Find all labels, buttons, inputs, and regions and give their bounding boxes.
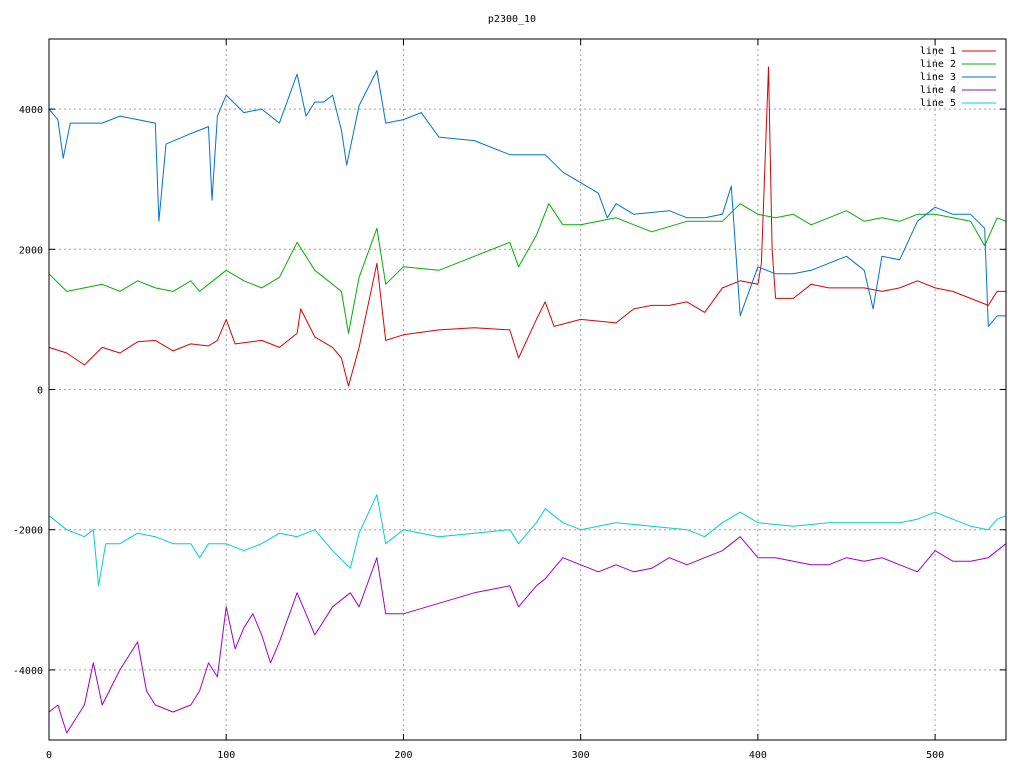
series-line-2: [48, 203, 1007, 334]
legend-label: line 4: [920, 85, 956, 96]
series-line-4: [48, 536, 1007, 734]
y-tick-label: -2000: [13, 526, 43, 537]
y-tick-label: 2000: [19, 245, 43, 256]
legend-label: line 5: [920, 98, 956, 109]
legend-label: line 2: [920, 59, 956, 70]
x-tick-label: 0: [46, 750, 52, 761]
series-line-3: [48, 70, 1006, 327]
y-tick-label: 4000: [19, 105, 43, 116]
chart-title: p2300_10: [488, 14, 536, 25]
legend-label: line 3: [920, 72, 956, 83]
x-tick-label: 100: [217, 750, 235, 761]
series-line-1: [48, 66, 1006, 387]
legend: line 1 line 2 line 3 line 4 line 5: [920, 46, 996, 109]
grid: [49, 39, 1006, 740]
legend-label: line 1: [920, 46, 956, 57]
x-tick-label: 200: [394, 750, 412, 761]
x-tick-label: 400: [749, 750, 767, 761]
x-tick-label: 500: [926, 750, 944, 761]
y-tick-label: 0: [37, 386, 43, 397]
x-tick-label: 300: [572, 750, 590, 761]
series-lines: [48, 66, 1007, 734]
axis-ticks: 0 100 200 300 400 500 -4000 -2000 0 2000 4000: [13, 39, 1006, 761]
series-line-5: [48, 494, 1007, 587]
y-tick-label: -4000: [13, 666, 43, 677]
plot-frame: [48, 38, 1007, 741]
